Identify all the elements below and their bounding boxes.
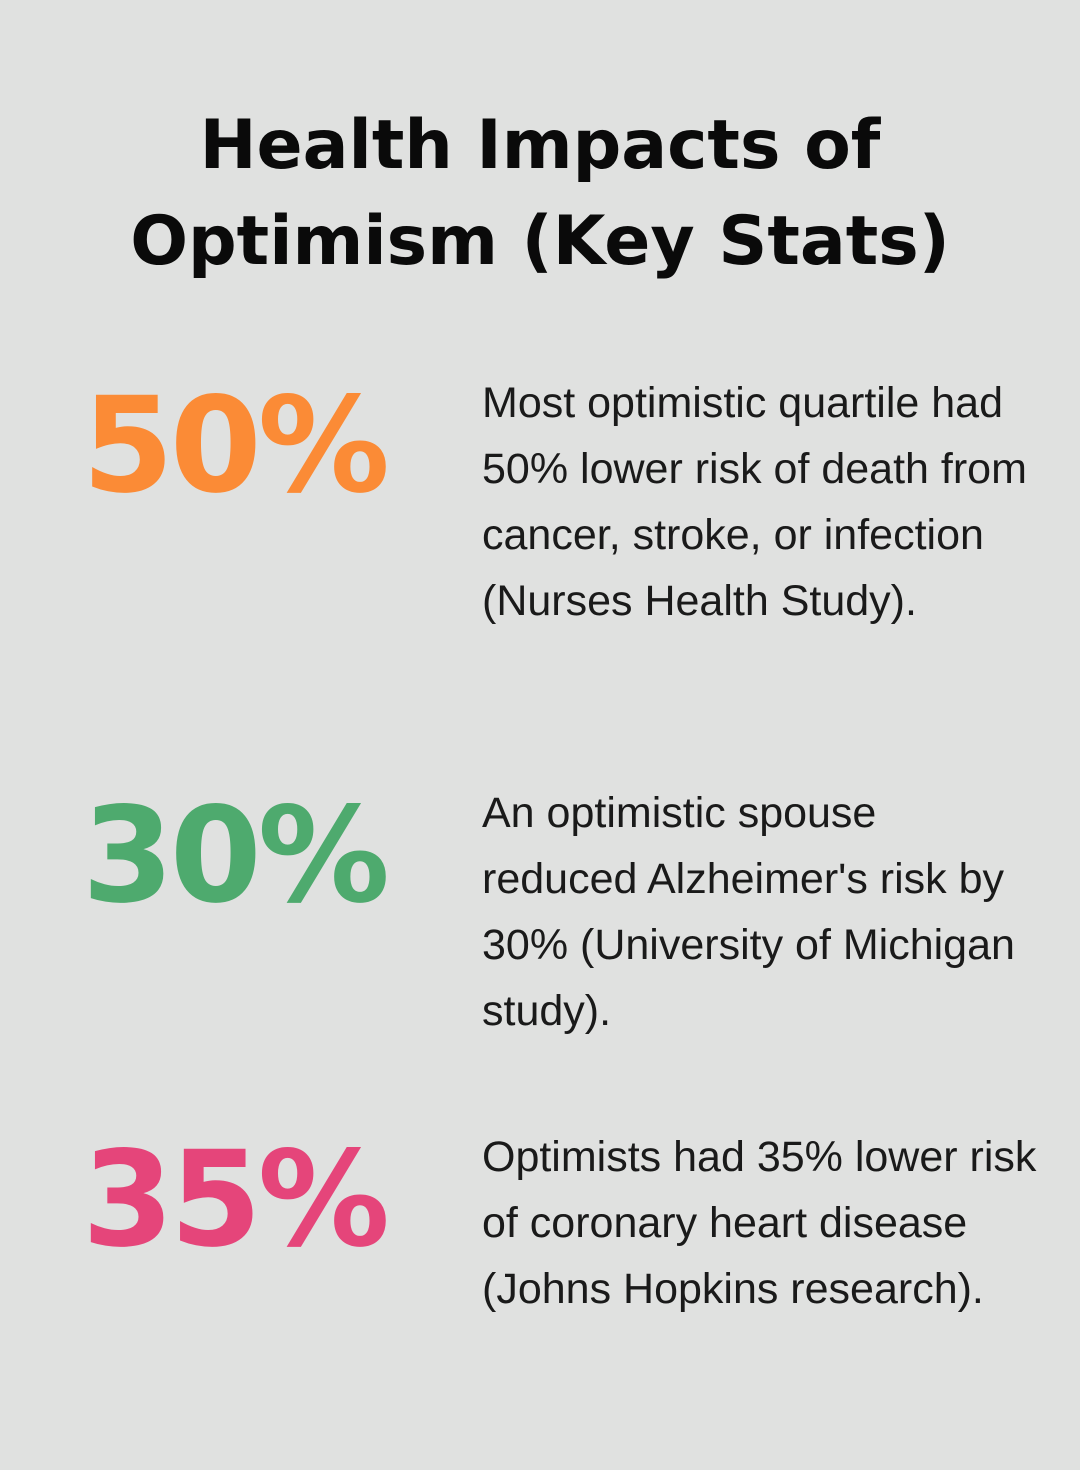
stat-description: Most optimistic quartile had 50% lower r… [482,379,1027,625]
title-line-1: Health Impacts of [199,106,881,185]
page-title: Health Impacts of Optimism (Key Stats) [0,98,1080,290]
stat-value: 35% [82,1123,390,1277]
stat-description: An optimistic spouse reduced Alzheimer's… [482,789,1015,1035]
title-line-2: Optimism (Key Stats) [130,202,950,281]
stat-value: 30% [82,779,390,933]
stat-value: 50% [82,369,390,523]
stat-description: Optimists had 35% lower risk of coronary… [482,1133,1037,1313]
